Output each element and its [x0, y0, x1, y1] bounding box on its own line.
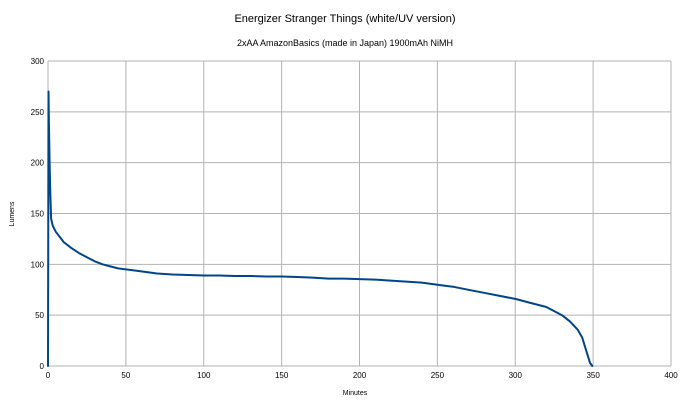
x-tick-label: 50 — [121, 371, 130, 380]
y-tick-label: 100 — [31, 260, 45, 269]
x-tick-label: 150 — [275, 371, 289, 380]
y-tick-label: 150 — [31, 210, 45, 219]
x-tick-label: 300 — [509, 371, 523, 380]
grid-lines — [47, 60, 672, 367]
y-tick-label: 0 — [40, 362, 45, 371]
x-tick-label: 350 — [586, 371, 600, 380]
y-tick-label: 250 — [31, 108, 45, 117]
chart-title: Energizer Stranger Things (white/UV vers… — [234, 13, 455, 25]
y-tick-label: 300 — [31, 57, 45, 66]
y-axis-label: Lumens — [9, 201, 16, 226]
tick-labels: 0 50 100 150 200 250 300 350 400 0 50 100 150 200 250 3… — [31, 57, 679, 380]
x-tick-label: 0 — [46, 371, 51, 380]
y-tick-label: 200 — [31, 159, 45, 168]
x-axis-label: Minutes — [343, 390, 368, 397]
chart-subtitle: 2xAA AmazonBasics (made in Japan) 1900mA… — [237, 38, 453, 48]
x-tick-label: 200 — [353, 371, 367, 380]
x-tick-label: 400 — [664, 371, 678, 380]
y-tick-label: 50 — [35, 311, 44, 320]
x-tick-label: 250 — [431, 371, 445, 380]
x-tick-label: 100 — [197, 371, 211, 380]
series-line — [47, 90, 594, 367]
